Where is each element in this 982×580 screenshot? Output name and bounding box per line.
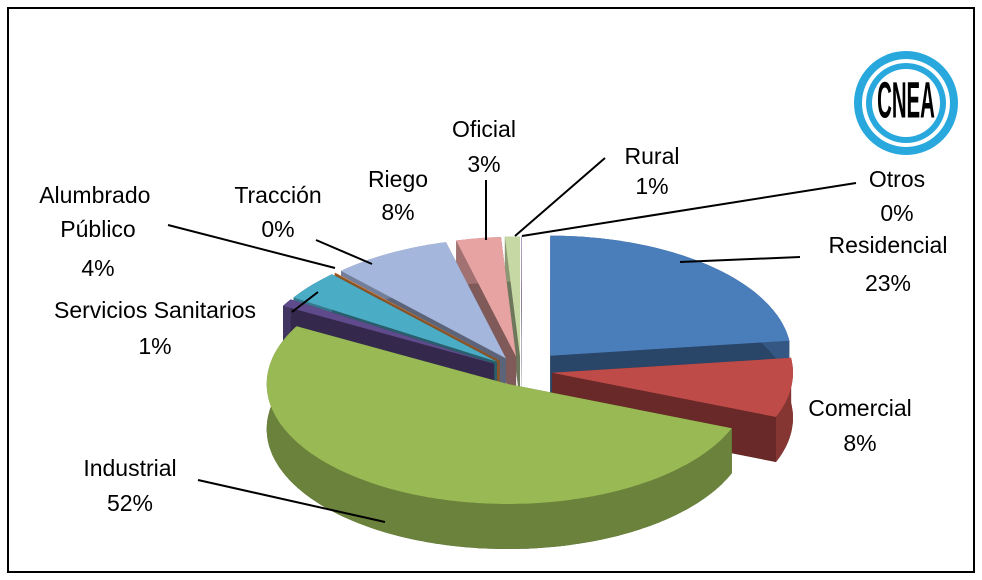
labels: Residencial 23% Comercial 8% Industrial 52% Se… — [39, 116, 948, 523]
slice — [550, 235, 790, 356]
leader-line — [167, 224, 336, 269]
logo: CNEA — [854, 51, 958, 155]
category-label: Comercial — [808, 395, 912, 421]
slice — [341, 242, 506, 359]
category-label: Otros — [869, 166, 925, 192]
value-label: 8% — [381, 199, 414, 225]
slice — [283, 299, 495, 364]
slice — [521, 236, 522, 402]
slice — [293, 274, 497, 362]
value-label: 1% — [138, 333, 171, 359]
value-label: 3% — [467, 151, 500, 177]
slice — [552, 357, 793, 462]
value-label: 1% — [635, 173, 668, 199]
leader-line — [514, 157, 606, 237]
slices — [266, 235, 793, 549]
slice-side — [776, 357, 793, 462]
slice — [334, 272, 500, 361]
leader-line — [315, 239, 373, 265]
value-label: 23% — [865, 270, 911, 296]
slice — [266, 326, 732, 549]
category-label: Residencial — [829, 232, 948, 258]
slice — [521, 236, 522, 357]
category-label: Riego — [368, 166, 428, 192]
slice — [456, 237, 517, 357]
value-label: 4% — [81, 255, 114, 281]
value-label: 0% — [261, 216, 294, 242]
leader-line — [291, 291, 319, 313]
category-label: Oficial — [452, 116, 516, 142]
value-label: 8% — [843, 430, 876, 456]
category-label: Alumbrado Público — [39, 182, 157, 242]
value-label: 52% — [107, 490, 153, 516]
slice — [552, 357, 793, 417]
leader-line — [521, 182, 857, 237]
logo-ring — [872, 69, 940, 137]
slice-side — [266, 326, 732, 549]
slice — [266, 326, 732, 504]
value-label: 0% — [880, 200, 913, 226]
category-label: Rural — [625, 143, 680, 169]
category-label: Servicios Sanitarios — [54, 297, 256, 323]
leader-line — [679, 256, 801, 263]
logo-text: CNEA — [877, 73, 935, 129]
leader-line — [197, 479, 386, 523]
category-label: Industrial — [83, 455, 176, 481]
category-label: Tracción — [234, 182, 321, 208]
slice — [504, 236, 520, 357]
